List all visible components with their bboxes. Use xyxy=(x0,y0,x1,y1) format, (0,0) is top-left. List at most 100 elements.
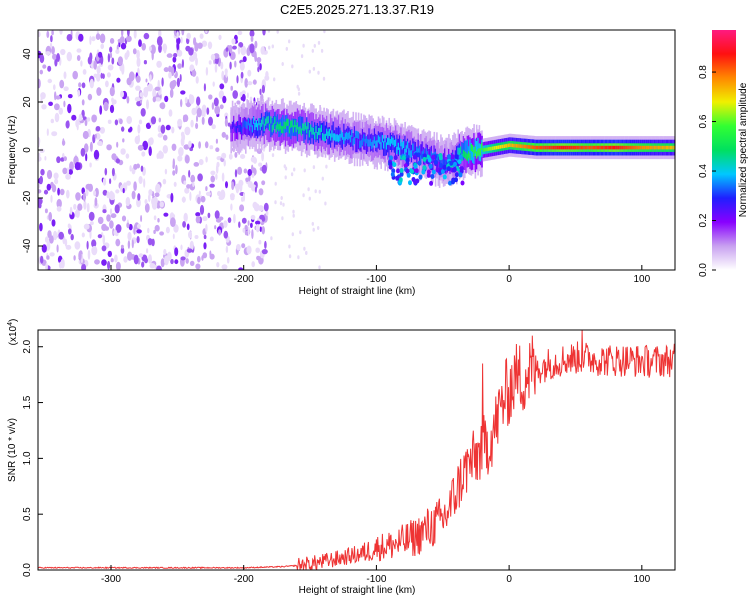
noise-cell xyxy=(44,208,48,214)
ridge-cell xyxy=(439,163,444,169)
noise-cell xyxy=(228,153,233,160)
noise-cell xyxy=(121,215,127,222)
ridge-cell xyxy=(388,164,393,170)
noise-cell xyxy=(115,189,120,194)
noise-cell xyxy=(45,262,48,270)
ridge-cell xyxy=(279,122,282,130)
ridge-cell xyxy=(404,148,406,156)
noise-cell xyxy=(46,169,53,180)
noise-cell xyxy=(282,202,285,207)
noise-cell xyxy=(180,99,183,108)
noise-cell xyxy=(211,102,215,110)
ridge-cell xyxy=(454,154,459,160)
noise-cell xyxy=(184,187,190,194)
noise-cell xyxy=(248,174,251,182)
noise-cell xyxy=(311,48,314,53)
ridge-cell xyxy=(359,140,361,148)
noise-cell xyxy=(314,189,317,194)
ridge-cell xyxy=(498,145,501,149)
ridge-cell xyxy=(643,145,645,150)
ridge-cell xyxy=(430,174,435,179)
noise-cell xyxy=(127,231,132,241)
noise-cell xyxy=(198,159,204,166)
noise-cell xyxy=(44,236,49,243)
figure-title: C2E5.2025.271.13.37.R19 xyxy=(280,2,434,17)
ridge-cell xyxy=(660,145,662,150)
noise-cell xyxy=(271,44,274,49)
noise-cell xyxy=(80,60,83,67)
noise-cell xyxy=(97,51,103,58)
noise-cell xyxy=(244,230,248,236)
ridge-cell xyxy=(486,147,489,152)
ridge-cell xyxy=(341,132,344,150)
ridge-cell xyxy=(270,116,272,124)
ridge-cell xyxy=(544,145,547,150)
ridge-cell xyxy=(599,145,601,150)
noise-cell xyxy=(78,251,82,261)
noise-cell xyxy=(148,254,152,264)
ridge-cell xyxy=(304,122,307,130)
noise-cell xyxy=(133,254,139,265)
noise-cell xyxy=(140,215,143,222)
ridge-cell xyxy=(651,145,653,150)
noise-cell xyxy=(241,217,247,224)
ridge-cell xyxy=(367,139,369,147)
noise-cell xyxy=(261,84,265,94)
noise-cell xyxy=(183,114,189,122)
noise-cell xyxy=(54,103,60,111)
noise-cell xyxy=(215,173,218,180)
noise-cell xyxy=(125,196,131,207)
noise-cell xyxy=(208,60,212,65)
noise-cell xyxy=(120,42,127,50)
ridge-cell xyxy=(636,145,639,150)
noise-cell xyxy=(317,40,321,45)
noise-cell xyxy=(131,239,134,249)
noise-cell xyxy=(185,258,189,264)
noise-cell xyxy=(66,167,70,176)
ridge-cell xyxy=(602,145,604,150)
noise-cell xyxy=(46,241,51,251)
noise-cell xyxy=(226,257,230,264)
noise-cell xyxy=(186,223,190,231)
noise-cell xyxy=(151,50,154,61)
ridge-cell xyxy=(639,145,641,150)
noise-cell xyxy=(172,170,176,176)
noise-cell xyxy=(42,64,47,69)
ridge-cell xyxy=(299,115,301,134)
ridge-cell xyxy=(460,146,462,154)
ridge-cell xyxy=(296,124,299,142)
noise-cell xyxy=(323,30,326,34)
ridge-cell xyxy=(580,145,583,150)
snr-y-ticks: 0.0 0.5 1.0 1.5 2.0 xyxy=(22,339,43,577)
noise-cell xyxy=(229,193,235,199)
ridge-cell xyxy=(596,145,599,150)
noise-cell xyxy=(154,192,160,198)
noise-cell xyxy=(91,239,97,248)
noise-cell xyxy=(191,69,197,77)
ridge-cell xyxy=(330,133,332,141)
noise-cell xyxy=(172,158,175,168)
y-tick-label: 20 xyxy=(22,96,33,108)
ridge-cell xyxy=(253,116,255,124)
noise-cell xyxy=(67,103,72,114)
noise-cell xyxy=(57,187,60,196)
ridge-cell xyxy=(627,145,629,150)
noise-cell xyxy=(38,182,41,189)
colorbar-tick-label: 0.4 xyxy=(698,164,709,178)
noise-cell xyxy=(218,34,222,41)
noise-cell xyxy=(181,133,186,142)
snr-series-line xyxy=(38,330,675,570)
ridge-cell xyxy=(373,136,376,144)
noise-cell xyxy=(281,216,284,221)
noise-cell xyxy=(110,258,114,263)
ridge-cell xyxy=(620,145,623,150)
ridge-cell xyxy=(417,148,420,156)
ridge-cell xyxy=(422,165,427,171)
ridge-cell xyxy=(433,159,438,165)
ridge-cell xyxy=(590,145,592,150)
noise-cell xyxy=(153,215,157,221)
noise-cell xyxy=(96,87,102,96)
noise-cell xyxy=(115,261,121,270)
noise-cell xyxy=(190,174,196,183)
ridge-cell xyxy=(408,148,410,156)
